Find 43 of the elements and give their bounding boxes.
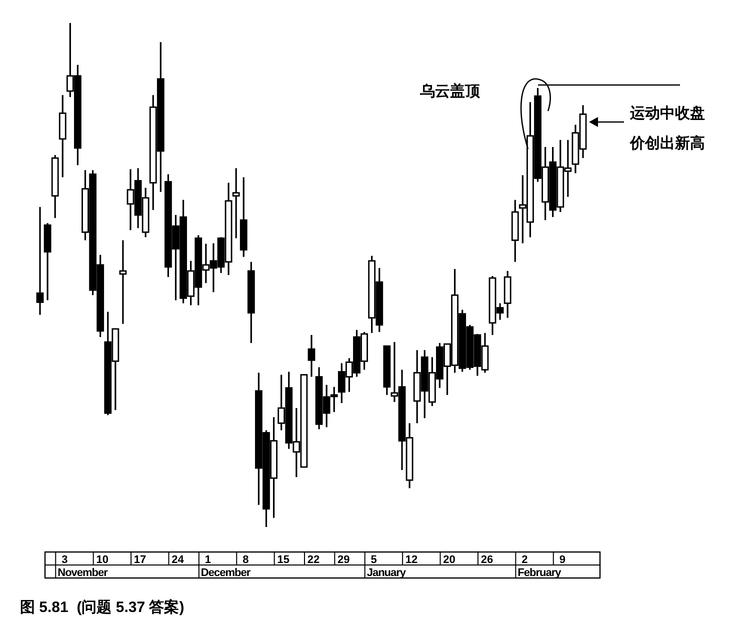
- x-tick-label: 12: [405, 554, 418, 566]
- x-tick-label: 9: [559, 554, 566, 566]
- candlestick: [338, 362, 346, 404]
- caption: 图 5.81 (问题 5.37 答案): [20, 598, 184, 616]
- candlestick: [444, 343, 451, 396]
- x-tick-label: 5: [370, 554, 377, 566]
- candlestick: [36, 206, 44, 316]
- candlestick: [308, 334, 316, 378]
- x-tick-label: 24: [172, 554, 185, 566]
- candlestick: [496, 302, 504, 321]
- x-tick-label: 2: [522, 554, 528, 566]
- candlestick: [390, 341, 398, 403]
- candlestick: [210, 242, 218, 293]
- candlestick: [292, 407, 300, 478]
- annotation: 乌云盖顶: [419, 82, 481, 100]
- text: February: [518, 567, 561, 579]
- x-tick-label: 22: [307, 554, 320, 566]
- x-tick-label: 1: [204, 554, 211, 566]
- candlestick: [119, 239, 127, 325]
- candlestick: [346, 357, 353, 393]
- candlestick: [330, 386, 338, 413]
- candlestick: [322, 384, 330, 428]
- candlestick: [278, 374, 286, 432]
- candlestick: [481, 332, 489, 374]
- candlestick: [126, 168, 134, 231]
- x-tick-label: 8: [242, 554, 249, 566]
- text: 运动中收盘价创出新高: [629, 105, 705, 152]
- x-tick-label: 20: [443, 554, 456, 566]
- candlestick: [518, 174, 526, 244]
- candlestick: [232, 167, 240, 240]
- x-tick-label: 3: [62, 554, 68, 566]
- candlestick: [202, 242, 210, 284]
- candlestick: [66, 22, 74, 98]
- x-tick-label: 15: [277, 554, 290, 566]
- text: November: [58, 567, 108, 579]
- x-tick-label: 26: [480, 554, 494, 566]
- candlestick: [172, 214, 180, 301]
- x-tick-label: 17: [134, 554, 146, 566]
- text: December: [200, 567, 250, 579]
- candlestick: [564, 139, 572, 198]
- text: January: [366, 567, 406, 579]
- x-tick-label: 29: [338, 554, 350, 566]
- x-tick-label: 10: [96, 554, 108, 566]
